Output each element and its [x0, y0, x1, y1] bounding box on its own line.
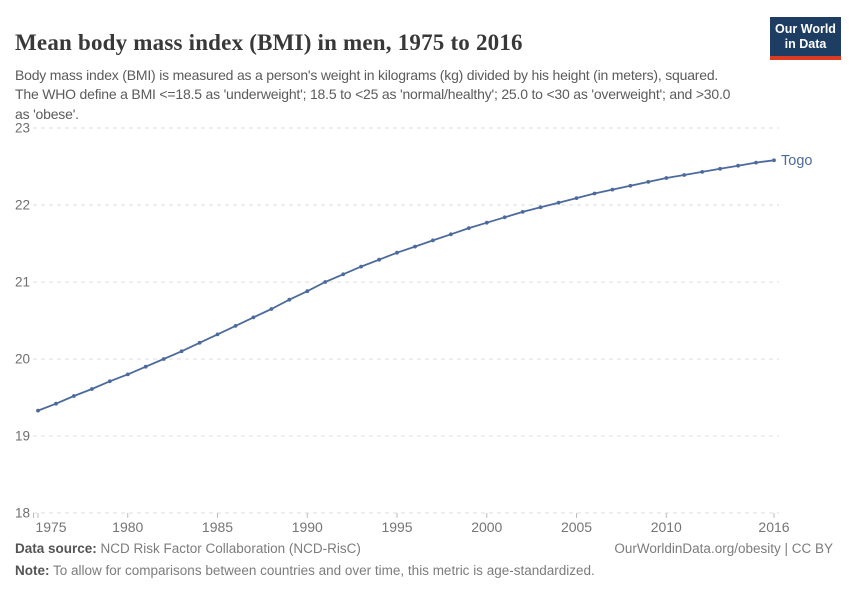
data-point: [646, 180, 651, 184]
x-axis-tick-label: 2010: [651, 519, 682, 535]
y-axis-tick-label: 23: [15, 121, 30, 136]
x-axis-tick-label: 1985: [202, 519, 233, 535]
data-point: [484, 220, 489, 225]
data-point: [736, 163, 740, 168]
data-point: [233, 324, 238, 328]
data-point: [556, 200, 561, 205]
data-point: [718, 166, 722, 171]
y-axis-tick-label: 21: [15, 275, 30, 290]
data-point: [287, 297, 292, 302]
data-point: [269, 307, 274, 311]
credit-link[interactable]: OurWorldinData.org/obesity | CC BY: [614, 541, 833, 556]
x-axis-tick-label: 1975: [35, 519, 66, 535]
data-point: [359, 264, 363, 269]
x-axis-tick-label: 1995: [381, 519, 412, 535]
data-point: [197, 340, 202, 345]
series-end-label-togo[interactable]: Togo: [781, 153, 812, 169]
x-axis-tick-label: 1990: [292, 519, 323, 535]
data-point: [143, 364, 148, 369]
x-axis-tick-label: 2016: [758, 519, 789, 535]
owid-logo-line2: in Data: [784, 36, 827, 51]
data-point: [413, 244, 417, 249]
data-point: [772, 158, 776, 163]
data-point: [520, 210, 525, 214]
data-point: [341, 272, 346, 277]
owid-logo-line1: Our World: [775, 22, 836, 36]
data-point: [377, 257, 381, 262]
data-point: [431, 238, 435, 243]
owid-logo: Our World in Data: [770, 17, 841, 60]
data-point: [682, 173, 687, 177]
chart-title: Mean body mass index (BMI) in men, 1975 …: [15, 30, 523, 56]
data-point: [538, 205, 543, 210]
x-axis-tick-label: 1980: [112, 519, 143, 535]
data-point: [466, 226, 471, 230]
data-point: [54, 401, 58, 406]
data-point: [574, 196, 579, 200]
data-point: [395, 250, 399, 255]
data-point: [664, 176, 669, 180]
data-point: [36, 408, 40, 413]
data-point: [502, 215, 507, 220]
data-point: [215, 332, 220, 337]
chart-subtitle: Body mass index (BMI) is measured as a p…: [15, 67, 731, 122]
bmi-line-chart: 18 19 20 21 22 23 1975 1980 1985 1990 1995 2000 2005…: [15, 121, 812, 536]
x-axis-tick-label: 2000: [471, 519, 502, 535]
data-point: [754, 160, 758, 165]
data-point: [107, 379, 112, 384]
data-point: [72, 394, 76, 398]
note-line: Note: To allow for comparisons between c…: [15, 563, 595, 578]
data-point: [449, 232, 453, 237]
data-point: [90, 387, 94, 391]
data-source-line: Data source: NCD Risk Factor Collaborati…: [15, 541, 361, 556]
data-point: [592, 191, 597, 196]
y-axis-tick-label: 20: [15, 352, 30, 367]
togo-line: [37, 159, 775, 412]
data-point: [628, 183, 633, 188]
data-source-value: NCD Risk Factor Collaboration (NCD-RisC): [96, 541, 361, 556]
data-point: [700, 170, 705, 174]
x-axis-tick-label: 2005: [561, 519, 592, 535]
data-point: [251, 315, 256, 320]
data-point: [179, 349, 184, 354]
data-point: [610, 187, 615, 192]
data-point: [323, 280, 328, 284]
data-source-label: Data source:: [15, 541, 97, 556]
y-axis-tick-label: 18: [15, 506, 30, 521]
y-axis-tick-label: 22: [15, 198, 30, 213]
y-axis-tick-label: 19: [15, 429, 30, 444]
data-point: [305, 289, 310, 294]
data-point: [125, 372, 130, 377]
note-value: To allow for comparisons between countri…: [49, 563, 595, 578]
data-point: [161, 357, 166, 361]
note-label: Note:: [15, 563, 50, 578]
